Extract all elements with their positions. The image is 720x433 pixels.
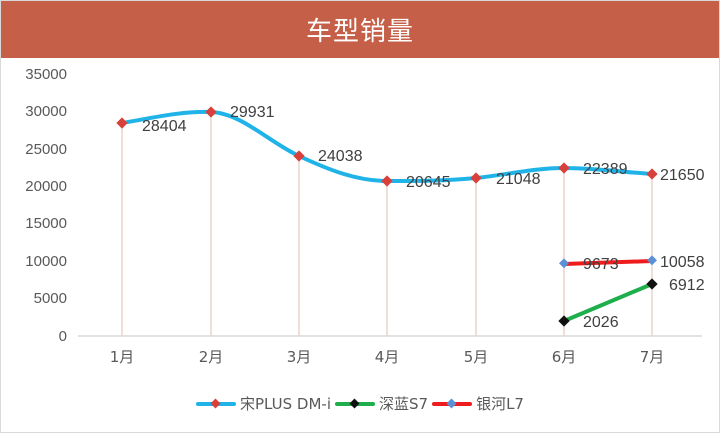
series-song-plus-line: [120, 109, 654, 184]
chart-title: 车型销量: [305, 17, 414, 47]
data-label: 24038: [318, 148, 363, 165]
legend-label: 宋PLUS DM-i: [240, 395, 331, 413]
y-tick: 5000: [34, 290, 67, 307]
legend-label: 银河L7: [476, 395, 524, 413]
x-tick: 1月: [110, 348, 135, 366]
y-tick: 25000: [25, 141, 67, 158]
data-label: 10058: [660, 254, 705, 271]
x-tick: 3月: [287, 348, 312, 366]
data-label: 20645: [406, 174, 451, 191]
legend-item-song-plus[interactable]: 宋PLUS DM-i: [196, 393, 331, 414]
y-tick: 20000: [25, 178, 67, 195]
data-label: 9673: [583, 256, 619, 273]
y-tick: 15000: [25, 215, 67, 232]
series-song-plus-markers: [116, 106, 658, 187]
y-tick: 35000: [25, 66, 67, 83]
legend-item-s7[interactable]: 深蓝S7: [335, 393, 428, 414]
y-tick: 10000: [25, 253, 67, 270]
legend-line-marker-icon: [335, 398, 375, 409]
data-label: 29931: [230, 104, 275, 121]
series-l7-line: [562, 259, 654, 266]
y-tick: 0: [59, 328, 67, 345]
x-tick: 6月: [552, 348, 577, 366]
data-label: 22389: [583, 161, 628, 178]
data-label: 28404: [142, 118, 187, 135]
data-label: 21048: [496, 171, 541, 188]
chart-title-bar: 车型销量: [1, 1, 719, 58]
chart-legend: 宋PLUS DM-i 深蓝S7 银河L7: [0, 393, 720, 414]
x-axis: 1月 2月 3月 4月 5月 6月 7月: [110, 348, 665, 366]
x-tick: 5月: [464, 348, 489, 366]
data-label: 6912: [669, 277, 705, 294]
data-labels: 28404 29931 24038 20645 21048 22389 2165…: [142, 104, 705, 331]
series-s7-markers: [558, 278, 658, 327]
legend-line-marker-icon: [432, 398, 473, 409]
data-label: 2026: [583, 314, 619, 331]
drop-lines: [121, 112, 653, 336]
x-tick: 2月: [199, 348, 224, 366]
legend-line-marker-icon: [196, 398, 236, 409]
data-label: 21650: [660, 167, 705, 184]
y-axis: 0 5000 10000 15000 20000 25000 30000 350…: [25, 66, 67, 345]
series-l7-markers: [559, 255, 657, 269]
series-s7-line: [562, 282, 654, 323]
y-tick: 30000: [25, 103, 67, 120]
legend-label: 深蓝S7: [379, 395, 429, 413]
x-tick: 4月: [375, 348, 400, 366]
x-tick: 7月: [640, 348, 665, 366]
legend-item-l7[interactable]: 银河L7: [432, 393, 524, 414]
